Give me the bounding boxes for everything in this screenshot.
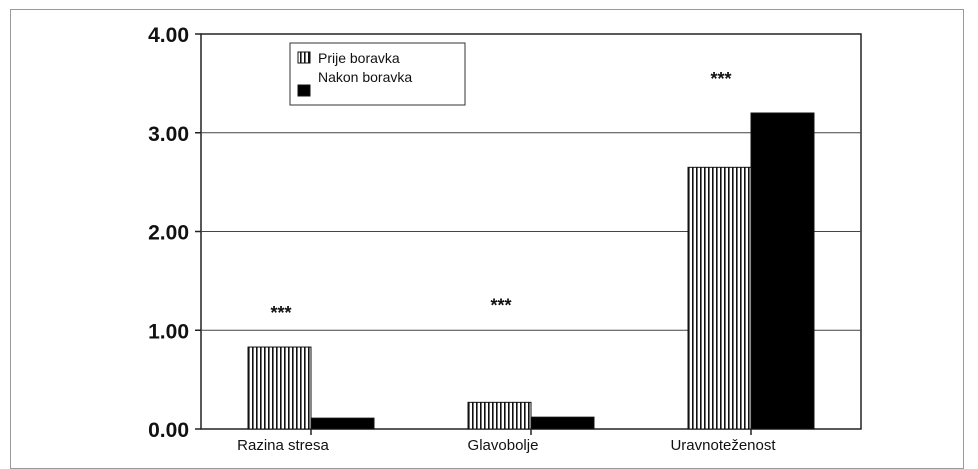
bar-nakon-1 [530, 416, 595, 430]
legend-swatch-nakon [297, 84, 311, 97]
legend-label-prije: Prije boravka [318, 50, 400, 66]
significance-annotation: *** [710, 69, 731, 89]
bar-chart: 0.00 1.00 2.00 3.00 4.00 *** *** *** Razina st… [148, 24, 862, 454]
y-tick-label: 4.00 [148, 24, 189, 47]
bar-prije-1 [467, 401, 532, 430]
legend-swatch-prije [297, 51, 311, 64]
bar-nakon-0 [310, 417, 375, 430]
y-tick-label: 0.00 [148, 419, 189, 442]
legend: Prije boravka Nakon boravka [289, 42, 466, 106]
x-axis-labels: Razina stresa Glavobolje Uravnoteženost [237, 429, 776, 454]
legend-label-nakon: Nakon boravka [318, 69, 412, 85]
significance-annotation: *** [490, 296, 511, 316]
significance-annotations: *** *** *** [270, 69, 731, 323]
bar-nakon-2 [750, 112, 815, 430]
bar-prije-0 [247, 346, 312, 430]
y-axis-ticks: 0.00 1.00 2.00 3.00 4.00 [148, 24, 201, 442]
y-tick-label: 2.00 [148, 222, 189, 245]
x-category-label: Razina stresa [237, 437, 329, 454]
legend-box [289, 42, 466, 106]
x-category-label: Glavobolje [468, 437, 539, 454]
significance-annotation: *** [270, 303, 291, 323]
y-tick-label: 1.00 [148, 320, 189, 343]
bar-prije-2 [687, 166, 752, 430]
y-tick-label: 3.00 [148, 123, 189, 146]
x-category-label: Uravnoteženost [670, 437, 776, 454]
bars [247, 112, 815, 430]
